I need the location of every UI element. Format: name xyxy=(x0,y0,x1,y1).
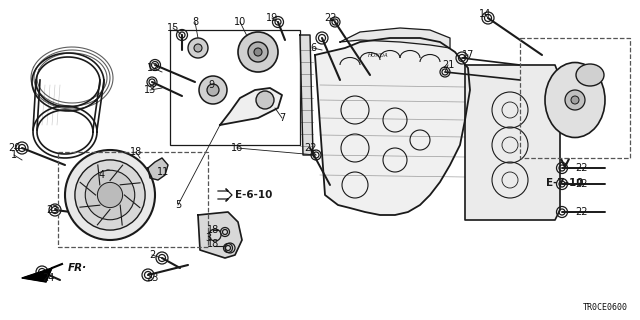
Text: 8: 8 xyxy=(192,17,198,27)
Text: 18: 18 xyxy=(130,147,142,157)
Circle shape xyxy=(75,160,145,230)
Text: 9: 9 xyxy=(208,80,214,90)
Polygon shape xyxy=(465,65,560,220)
Polygon shape xyxy=(315,38,470,215)
Ellipse shape xyxy=(545,62,605,138)
Circle shape xyxy=(254,48,262,56)
Polygon shape xyxy=(92,162,120,185)
Text: 18: 18 xyxy=(207,225,219,235)
Text: 19: 19 xyxy=(266,13,278,23)
Text: 22: 22 xyxy=(576,163,588,173)
Polygon shape xyxy=(148,158,168,180)
Circle shape xyxy=(248,42,268,62)
Text: 5: 5 xyxy=(175,200,181,210)
Circle shape xyxy=(238,32,278,72)
Circle shape xyxy=(565,90,585,110)
Ellipse shape xyxy=(576,64,604,86)
Polygon shape xyxy=(300,35,313,155)
Text: E-6-10: E-6-10 xyxy=(235,190,273,200)
Circle shape xyxy=(85,170,135,220)
Text: 23: 23 xyxy=(146,273,158,283)
Text: FR·: FR· xyxy=(68,263,87,273)
Text: 22: 22 xyxy=(576,207,588,217)
Bar xyxy=(58,152,208,247)
Polygon shape xyxy=(340,28,450,48)
Polygon shape xyxy=(22,268,52,282)
Text: TR0CE0600: TR0CE0600 xyxy=(583,303,628,312)
Text: 21: 21 xyxy=(442,60,454,70)
Text: 2: 2 xyxy=(149,250,155,260)
Circle shape xyxy=(97,182,123,208)
Text: 20: 20 xyxy=(8,143,20,153)
Text: 22: 22 xyxy=(324,13,336,23)
Circle shape xyxy=(199,76,227,104)
Text: 22: 22 xyxy=(576,179,588,189)
Circle shape xyxy=(65,150,155,240)
Circle shape xyxy=(207,84,219,96)
Bar xyxy=(520,38,630,158)
Polygon shape xyxy=(218,189,232,201)
Text: 16: 16 xyxy=(231,143,243,153)
Text: 1: 1 xyxy=(11,150,17,160)
Text: 17: 17 xyxy=(462,50,474,60)
Text: 15: 15 xyxy=(167,23,179,33)
Text: 7: 7 xyxy=(279,113,285,123)
Text: 3: 3 xyxy=(205,233,211,243)
Text: 23: 23 xyxy=(46,205,58,215)
Circle shape xyxy=(188,38,208,58)
Polygon shape xyxy=(220,88,282,125)
Text: 11: 11 xyxy=(157,167,169,177)
Text: 24: 24 xyxy=(42,273,54,283)
Text: 6: 6 xyxy=(310,43,316,53)
Text: 4: 4 xyxy=(99,170,105,180)
Circle shape xyxy=(571,96,579,104)
Text: E-7-10: E-7-10 xyxy=(547,178,584,188)
Bar xyxy=(170,30,300,145)
Circle shape xyxy=(256,91,274,109)
Text: 12: 12 xyxy=(147,63,159,73)
Text: HONDA: HONDA xyxy=(368,52,388,58)
Text: 10: 10 xyxy=(234,17,246,27)
Text: 18: 18 xyxy=(207,239,219,249)
Text: 13: 13 xyxy=(144,85,156,95)
Text: 14: 14 xyxy=(479,9,491,19)
Text: 22: 22 xyxy=(304,143,316,153)
Circle shape xyxy=(194,44,202,52)
Polygon shape xyxy=(198,212,242,258)
